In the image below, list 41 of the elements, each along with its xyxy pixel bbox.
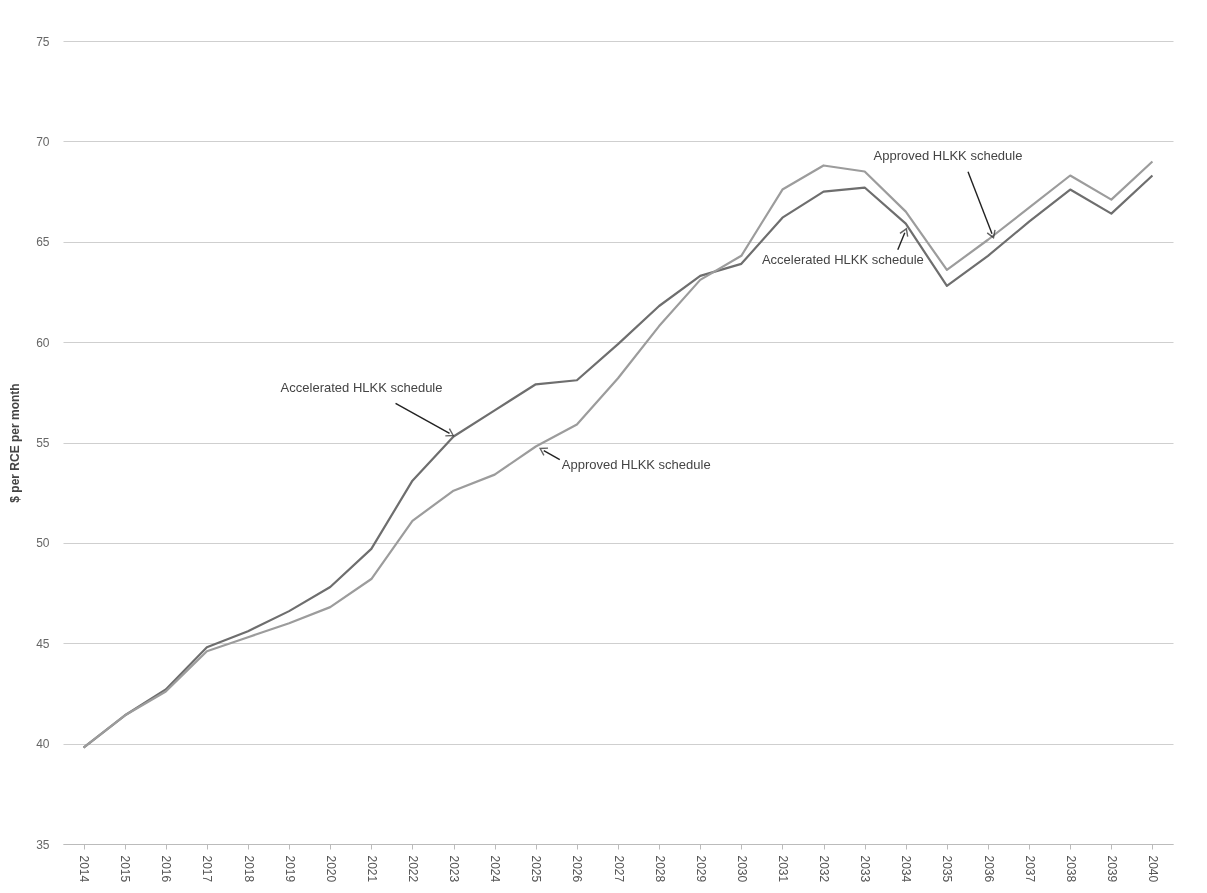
- x-tick-label: 2036: [981, 855, 996, 883]
- x-tick-label: 2030: [734, 855, 749, 883]
- x-tick-label: 2038: [1063, 855, 1078, 883]
- x-tick-label: 2015: [118, 855, 133, 883]
- x-tick-label: 2019: [282, 855, 297, 883]
- x-tick-label: 2035: [940, 855, 955, 883]
- y-tick-label: 50: [36, 536, 50, 551]
- x-tick-label: 2016: [159, 855, 174, 883]
- y-tick-label: 40: [36, 737, 50, 752]
- y-tick-label: 75: [36, 34, 50, 49]
- x-tick-label: 2034: [899, 855, 914, 883]
- y-tick-label: 60: [36, 335, 50, 350]
- x-tick-label: 2014: [77, 855, 92, 883]
- x-tick-label: 2021: [364, 855, 379, 883]
- x-tick-label: 2017: [200, 855, 215, 883]
- y-tick-label: 45: [36, 636, 50, 651]
- annotation: Approved HLKK schedule: [561, 456, 711, 472]
- annotation: Accelerated HLKK schedule: [280, 380, 443, 396]
- y-tick-label: 70: [36, 134, 50, 149]
- x-tick-label: 2025: [529, 855, 544, 883]
- x-tick-label: 2026: [570, 855, 585, 883]
- x-tick-label: 2023: [447, 855, 462, 883]
- x-tick-label: 2024: [488, 855, 503, 883]
- annotation: Approved HLKK schedule: [873, 147, 1023, 163]
- y-axis-title: $ per RCE per month: [8, 383, 23, 503]
- x-tick-label: 2028: [652, 855, 667, 883]
- y-tick-label: 55: [36, 436, 50, 450]
- annotation: Accelerated HLKK schedule: [761, 251, 924, 267]
- x-tick-label: 2027: [611, 855, 626, 883]
- y-tick-label: 35: [36, 837, 50, 852]
- x-tick-label: 2020: [323, 855, 338, 883]
- x-tick-label: 2037: [1022, 855, 1037, 883]
- x-tick-label: 2039: [1104, 855, 1119, 883]
- x-tick-label: 2018: [241, 855, 256, 883]
- x-tick-label: 2029: [693, 855, 708, 883]
- x-tick-label: 2031: [775, 855, 790, 883]
- x-tick-label: 2032: [817, 855, 832, 883]
- x-tick-label: 2022: [405, 855, 420, 883]
- y-tick-label: 65: [36, 235, 50, 250]
- x-tick-label: 2033: [858, 855, 873, 883]
- x-tick-label: 2040: [1145, 855, 1160, 883]
